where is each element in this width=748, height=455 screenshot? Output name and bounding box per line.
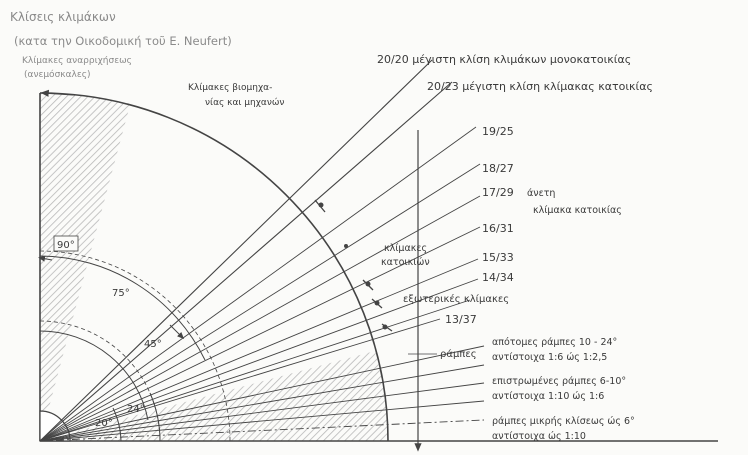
arc-dots [318, 202, 388, 330]
label-max-residence: 20/23 μέγιστη κλίση κλίμακας κατοικίας [427, 80, 653, 93]
label-max-single-home: 20/20 μέγιστη κλίση κλιμάκων μονοκατοικί… [377, 53, 631, 66]
ray-15-33 [39, 258, 479, 442]
label-res-stairs-1: κλίμακες [384, 243, 427, 254]
label-ladders: Κλίμακες αναρριχήσεως [22, 56, 132, 66]
ray-14-34 [39, 278, 479, 442]
label-r18-27: 18/27 [482, 162, 514, 175]
inner-arc-45 [39, 330, 149, 421]
ray-16-31 [39, 226, 481, 442]
label-flat-ramps-1: επιστρωμένες ράμπες 6-10° [492, 376, 626, 387]
label-r19-25: 19/25 [482, 125, 514, 138]
angle-24: 24° [127, 404, 145, 415]
label-steep-ramps-1: απότομες ράμπες 10 - 24° [492, 337, 617, 348]
ramp-sector [40, 351, 388, 441]
diagram-title: Κλίσεις κλιμάκων [10, 10, 116, 24]
ray-19-25 [39, 126, 477, 442]
angle-75: 75° [112, 288, 130, 299]
ray-20-20 [39, 59, 433, 442]
label-r16-31: 16/31 [482, 222, 514, 235]
arrow-75 [169, 324, 185, 340]
outer-arc [39, 92, 389, 442]
label-comfortable-2: κλίμακα κατοικίας [533, 205, 622, 216]
ray-flat-ramp-2 [39, 400, 485, 442]
ray-20-23 [39, 81, 453, 442]
label-ramps: ράμπες [440, 348, 477, 360]
ray-18-27 [39, 163, 481, 442]
ray-ramp-mid [39, 364, 485, 442]
inner-dash-arc-2 [39, 250, 231, 442]
angle-90-box [53, 235, 79, 252]
label-flat-ramps-2: αντίστοιχα 1:10 ώς 1:6 [492, 391, 604, 402]
label-comfortable-1: άνετη [527, 188, 555, 199]
ray-flat-ramp [39, 382, 485, 442]
ray-17-29 [39, 195, 481, 442]
label-r13-37: 13/37 [445, 313, 477, 326]
label-r15-33: 15/33 [482, 251, 514, 264]
label-r14-34: 14/34 [482, 271, 514, 284]
label-exterior-stairs: εξωτερικές κλίμακες [403, 293, 509, 305]
label-steep-ramps-2: αντίστοιχα 1:6 ώς 1:2,5 [492, 352, 607, 363]
label-machine-stairs-2: νίας και μηχανών [205, 97, 284, 108]
angle-90: 90° [57, 240, 75, 251]
label-ladders-sub: (ανεμόσκαλες) [24, 69, 91, 80]
arrow-90 [38, 255, 53, 262]
label-res-stairs-2: κατοικιών [381, 257, 430, 268]
label-low-ramps-2: αντίστοιχα ώς 1:10 [492, 431, 586, 442]
slope-rays [39, 59, 485, 442]
angle-45: 45° [144, 339, 162, 350]
diagram-subtitle: (κατα την Οικοδομική τοῦ Ε. Neufert) [14, 34, 232, 48]
top-arrow [40, 89, 76, 97]
ray-low-ramp [39, 419, 485, 442]
ray-exterior [39, 299, 471, 442]
ladder-sector [40, 93, 130, 441]
inner-arc-75 [39, 255, 206, 361]
label-low-ramps-1: ράμπες μικρής κλίσεως ώς 6° [492, 416, 635, 427]
label-machine-stairs-1: Κλίμακες βιομηχα- [188, 83, 272, 93]
angle-20: 20° [95, 418, 113, 429]
ray-steep-ramp [39, 345, 485, 442]
ray-13-37 [39, 318, 441, 442]
label-r17-29: 17/29 [482, 186, 514, 199]
